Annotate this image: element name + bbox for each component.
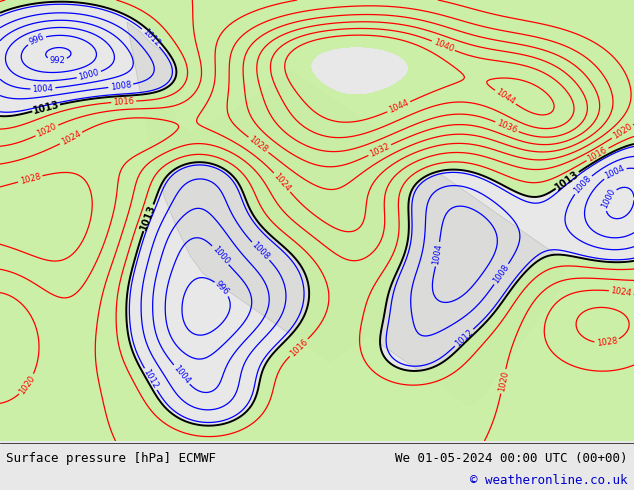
Text: 1028: 1028 [247,135,269,155]
Text: 1004: 1004 [604,164,626,181]
Text: 1008: 1008 [491,263,511,285]
Text: 1044: 1044 [494,88,517,107]
Text: 1000: 1000 [210,245,231,266]
Text: 1036: 1036 [495,119,519,135]
Text: 1020: 1020 [18,373,37,396]
Text: 1020: 1020 [611,122,633,141]
Text: 1032: 1032 [368,142,391,159]
Text: 1000: 1000 [600,188,617,210]
Text: We 01-05-2024 00:00 UTC (00+00): We 01-05-2024 00:00 UTC (00+00) [395,452,628,465]
Text: © weatheronline.co.uk: © weatheronline.co.uk [470,474,628,487]
Text: 1012: 1012 [141,368,160,391]
Text: 996: 996 [27,32,46,47]
Text: 1008: 1008 [110,80,132,92]
Text: 1012: 1012 [140,27,162,48]
Text: 1004: 1004 [32,84,54,94]
Text: 1004: 1004 [171,364,191,386]
Text: 1028: 1028 [596,337,618,348]
Text: 1016: 1016 [113,97,134,107]
Text: 1020: 1020 [497,370,510,392]
Polygon shape [127,22,564,406]
Text: 1024: 1024 [272,172,292,193]
Text: 996: 996 [214,280,231,297]
Text: 1008: 1008 [250,241,271,262]
Text: 1028: 1028 [19,172,42,186]
Text: 1044: 1044 [387,98,410,115]
Text: 1020: 1020 [36,122,58,139]
Text: 1016: 1016 [288,337,309,358]
Text: 1013: 1013 [139,203,158,232]
Text: 1000: 1000 [78,68,100,82]
Text: 1024: 1024 [60,129,82,147]
Text: 1013: 1013 [553,169,581,192]
Text: 1024: 1024 [611,286,632,298]
Text: 1013: 1013 [32,99,60,116]
Text: Surface pressure [hPa] ECMWF: Surface pressure [hPa] ECMWF [6,452,216,465]
Text: 1040: 1040 [432,38,455,54]
Text: 1012: 1012 [453,327,475,348]
Text: 1016: 1016 [586,145,609,164]
Text: 1008: 1008 [573,174,593,196]
Text: 992: 992 [49,55,65,65]
Text: 1004: 1004 [432,243,444,265]
